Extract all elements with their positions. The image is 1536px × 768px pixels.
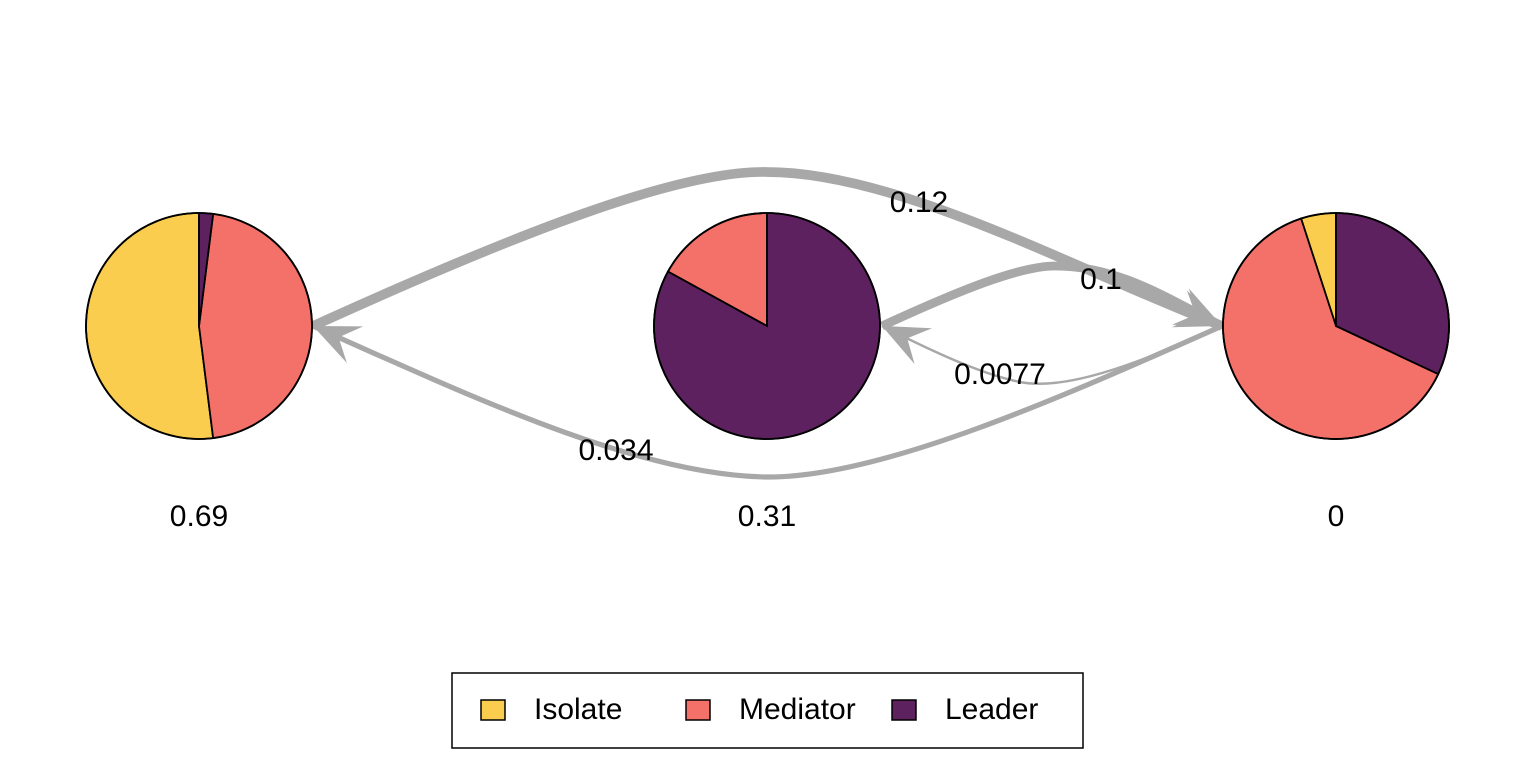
state-label-s3: 0 [1328,500,1345,533]
pie-outline [653,212,881,440]
legend-swatch-mediator [685,699,711,721]
transition-label-s2-s3: 0.1 [1080,263,1122,296]
state-labels: 0.69 0.31 0 [170,500,1345,533]
transition-edge-s3-s1 [311,323,1224,480]
transition-edges [310,167,1224,480]
state-node-s2 [653,212,881,440]
transition-label-s1-s3: 0.12 [890,186,948,219]
state-node-s3 [1222,212,1450,440]
state-label-s2: 0.31 [738,500,796,533]
state-nodes [85,212,1450,440]
state-node-s1 [85,212,313,440]
transition-label-s3-s1: 0.034 [578,434,653,467]
transition-label-s3-s2: 0.0077 [954,358,1046,391]
arrowhead-s2-s3 [1171,288,1222,326]
transition-labels: 0.12 0.1 0.0077 0.034 [578,186,1121,467]
pie-slice-mediator [198,212,313,440]
transition-edge-s2-s3 [880,261,1224,331]
legend-label-mediator: Mediator [739,693,856,726]
pie-outline [1222,212,1450,440]
state-label-s1: 0.69 [170,500,228,533]
transition-edge-s3-s2 [881,324,1223,385]
pie-outline [85,212,313,440]
legend-label-isolate: Isolate [534,693,622,726]
legend: Isolate Mediator Leader [451,672,1084,749]
pie-slice-isolate [85,212,215,440]
legend-box [451,672,1084,749]
arrowhead-s3-s1 [313,326,364,363]
legend-swatch-isolate [480,699,506,721]
arrowhead-s3-s2 [882,326,933,365]
legend-swatch-leader [891,699,917,721]
legend-label-leader: Leader [945,693,1038,726]
